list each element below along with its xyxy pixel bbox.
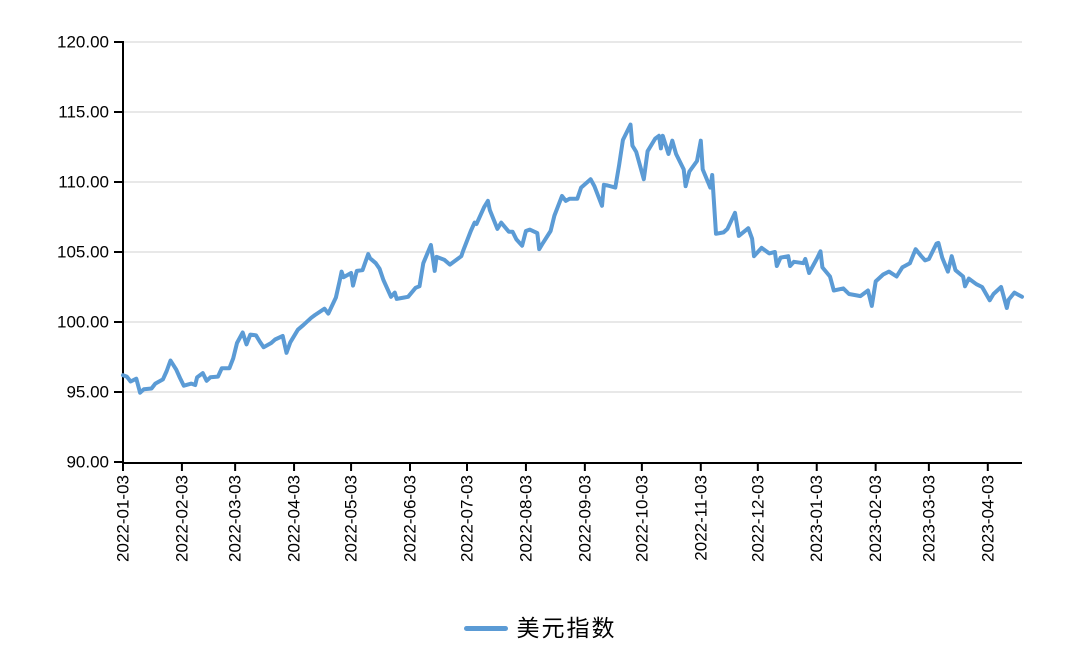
x-axis-tick-label: 2022-02-03	[172, 475, 191, 562]
x-axis-tick-label: 2023-02-03	[866, 475, 885, 562]
x-axis-tick-label: 2022-12-03	[748, 475, 767, 562]
series-line-usd-index	[121, 122, 1024, 395]
x-axis-tick-label: 2022-03-03	[226, 475, 245, 562]
x-axis-tick-label: 2023-01-03	[807, 475, 826, 562]
x-axis-tick-label: 2022-10-03	[632, 475, 651, 562]
x-axis-tick-label: 2022-04-03	[285, 475, 304, 562]
y-axis-tick-label: 110.00	[58, 173, 109, 192]
x-axis-tick-label: 2023-04-03	[978, 475, 997, 562]
legend: 美元指数	[0, 606, 1080, 650]
y-axis-tick-label: 90.00	[66, 453, 109, 472]
x-axis-tick-label: 2022-06-03	[400, 475, 419, 562]
x-axis-tick-label: 2022-09-03	[575, 475, 594, 562]
legend-line-swatch	[463, 625, 508, 631]
x-axis-tick-label: 2022-07-03	[458, 475, 477, 562]
x-axis-tick-label: 2022-01-03	[114, 475, 133, 562]
legend-label: 美元指数	[516, 615, 617, 641]
x-axis-tick-label: 2022-11-03	[691, 475, 710, 561]
y-axis-tick-label: 105.00	[57, 243, 109, 262]
x-axis-tick-label: 2023-03-03	[919, 475, 938, 562]
x-axis-tick-label: 2022-08-03	[516, 475, 535, 562]
y-axis-tick-label: 120.00	[57, 33, 109, 52]
y-axis-tick-label: 115.00	[58, 103, 109, 122]
y-axis-tick-label: 100.00	[57, 313, 109, 332]
y-axis-tick-label: 95.00	[66, 383, 109, 402]
x-axis-tick-label: 2022-05-03	[342, 475, 361, 562]
plot-area: 90.00 95.00 100.00 105.00 110.00 115.00 120.00…	[57, 33, 1024, 562]
